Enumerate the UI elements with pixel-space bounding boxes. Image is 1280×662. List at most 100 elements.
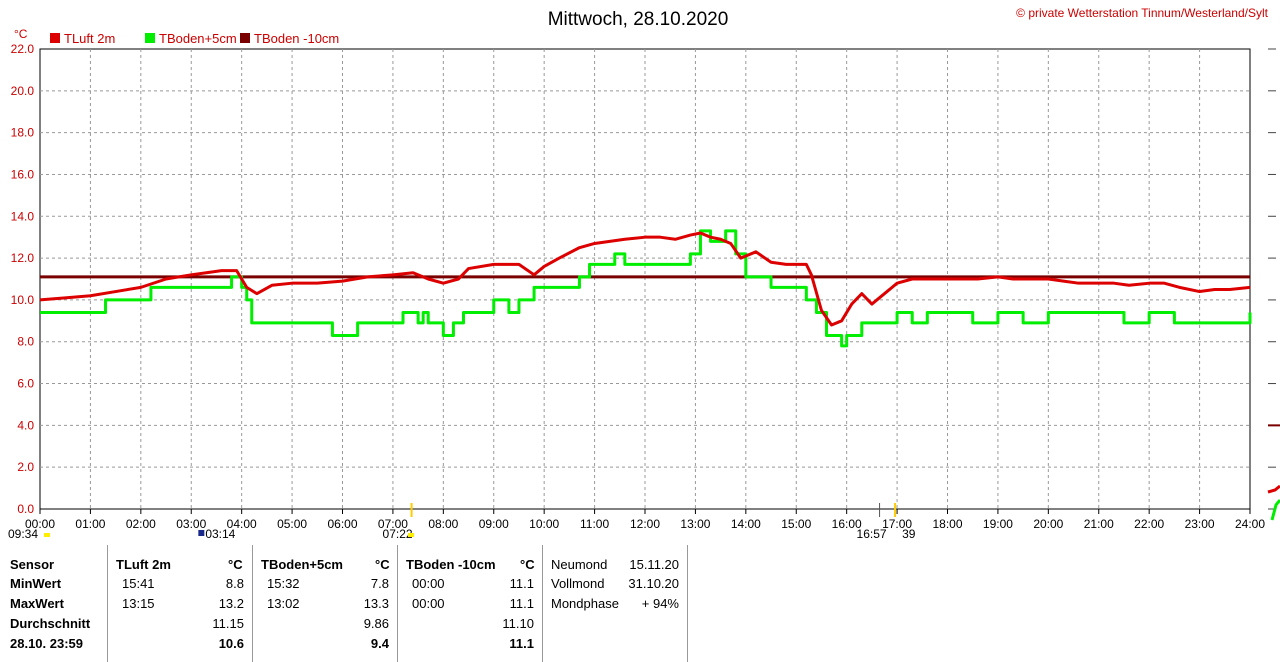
stats-tluft-max-time: 13:15 bbox=[122, 596, 155, 611]
x-tick-label: 13:00 bbox=[680, 517, 710, 531]
chart-title: Mittwoch, 28.10.2020 bbox=[548, 9, 729, 30]
stats-tboden5-min-val: 7.8 bbox=[370, 576, 389, 591]
marker-label: 16:57 bbox=[857, 527, 887, 541]
stats-tboden10-unit: °C bbox=[520, 557, 535, 572]
stats-tluft-min-time: 15:41 bbox=[122, 576, 155, 591]
y-tick-label: 4.0 bbox=[17, 418, 34, 432]
y-tick-label: 8.0 bbox=[17, 335, 34, 349]
legend-swatch-tboden5 bbox=[145, 33, 155, 43]
moon-full-label: Vollmond bbox=[551, 576, 605, 591]
stats-col-sensor: Sensor MinWert MaxWert Durchschnitt 28.1… bbox=[0, 545, 108, 662]
stats-tboden10-last: 11.1 bbox=[509, 636, 534, 651]
x-tick-label: 00:00 bbox=[25, 517, 55, 531]
moon-phase-label: Mondphase bbox=[551, 596, 619, 611]
x-tick-label: 04:00 bbox=[227, 517, 257, 531]
legend-swatch-tboden10 bbox=[240, 33, 250, 43]
legend-label-tboden5: TBoden+5cm bbox=[159, 31, 237, 46]
stats-tboden5-last: 9.4 bbox=[370, 636, 389, 651]
stats-tluft-max-val: 13.2 bbox=[218, 596, 244, 611]
legend-label-tboden10: TBoden -10cm bbox=[254, 31, 339, 46]
y-tick-label: 14.0 bbox=[11, 209, 35, 223]
x-tick-label: 09:00 bbox=[479, 517, 509, 531]
x-tick-label: 23:00 bbox=[1185, 517, 1215, 531]
x-tick-label: 21:00 bbox=[1084, 517, 1114, 531]
x-tick-label: 14:00 bbox=[731, 517, 761, 531]
stats-row-last: 28.10. 23:59 bbox=[10, 636, 84, 651]
y-tick-label: 22.0 bbox=[11, 42, 35, 56]
marker-dot-min bbox=[198, 530, 205, 536]
series-tboden5-line bbox=[40, 229, 1252, 348]
plot-grid bbox=[40, 49, 1250, 509]
x-tick-label: 11:00 bbox=[580, 517, 609, 531]
stats-tluft-avg: 11.15 bbox=[212, 616, 244, 631]
legend-label-tluft: TLuft 2m bbox=[64, 31, 115, 46]
stats-tboden5-min-time: 15:32 bbox=[267, 576, 300, 591]
x-tick-label: 12:00 bbox=[630, 517, 660, 531]
y-tick-label: 2.0 bbox=[17, 460, 34, 474]
y-tick-label: 12.0 bbox=[11, 251, 35, 265]
right-indicator-tboden5 bbox=[1270, 499, 1280, 521]
stats-col-tboden5: TBoden+5cm °C 15:32 7.8 13:02 13.3 9.86 … bbox=[253, 545, 398, 662]
stats-tboden5-max-time: 13:02 bbox=[267, 596, 300, 611]
x-tick-label: 15:00 bbox=[781, 517, 811, 531]
right-edge-indicators bbox=[1267, 48, 1280, 521]
stats-tboden5-header: TBoden+5cm bbox=[261, 557, 343, 572]
stats-tboden10-max-time: 00:00 bbox=[412, 596, 445, 611]
y-tick-label: 20.0 bbox=[11, 84, 35, 98]
stats-tboden5-avg: 9.86 bbox=[363, 616, 389, 631]
stats-row-avg: Durchschnitt bbox=[10, 616, 91, 631]
y-tick-label: 18.0 bbox=[11, 126, 35, 140]
stats-tboden10-avg: 11.10 bbox=[502, 616, 534, 631]
moon-full-value: 31.10.20 bbox=[628, 576, 679, 591]
marker-label: 07:22 bbox=[383, 527, 413, 541]
marker-dot-yellow bbox=[408, 533, 414, 537]
stats-col-tboden10: TBoden -10cm °C 00:00 11.1 00:00 11.1 11… bbox=[398, 545, 543, 662]
x-tick-label: 17:00 bbox=[882, 517, 912, 531]
stats-tluft-last: 10.6 bbox=[218, 636, 244, 651]
y-tick-label: 10.0 bbox=[11, 293, 35, 307]
x-tick-label: 02:00 bbox=[126, 517, 156, 531]
x-tick-label: 01:00 bbox=[75, 517, 105, 531]
series-tluft-line bbox=[39, 231, 1251, 327]
copyright-text: © private Wetterstation Tinnum/Westerlan… bbox=[1016, 6, 1269, 20]
stats-col-moon: Neumond 15.11.20 Vollmond 31.10.20 Mondp… bbox=[543, 545, 688, 662]
x-tick-label: 19:00 bbox=[983, 517, 1013, 531]
stats-tboden5-unit: °C bbox=[375, 557, 390, 572]
marker-label: 03:14 bbox=[205, 527, 235, 541]
x-tick-label: 07:00 bbox=[378, 517, 408, 531]
marker-label: 09:34 bbox=[8, 527, 38, 541]
right-indicator-tluft bbox=[1267, 484, 1280, 494]
x-tick-label: 06:00 bbox=[327, 517, 357, 531]
x-tick-label: 05:00 bbox=[277, 517, 307, 531]
legend-swatch-tluft bbox=[50, 33, 60, 43]
y-axis: 0.0 2.0 4.0 6.0 8.0 10.0 12.0 14.0 16.0 18.0 20.0 2… bbox=[11, 42, 35, 516]
y-tick-label: 6.0 bbox=[17, 377, 34, 391]
stats-tluft-header: TLuft 2m bbox=[116, 557, 171, 572]
y-tick-label: 0.0 bbox=[17, 502, 34, 516]
y-tick-label: 16.0 bbox=[11, 167, 35, 181]
x-tick-label: 18:00 bbox=[932, 517, 962, 531]
stats-row-min: MinWert bbox=[10, 576, 62, 591]
moon-new-value: 15.11.20 bbox=[629, 557, 679, 572]
x-tick-label: 03:00 bbox=[176, 517, 206, 531]
stats-sensor-header: Sensor bbox=[10, 557, 55, 572]
stats-row-max: MaxWert bbox=[10, 596, 64, 611]
plot-series bbox=[39, 229, 1252, 348]
stats-tluft-unit: °C bbox=[228, 557, 243, 572]
x-tick-label: 20:00 bbox=[1033, 517, 1063, 531]
x-tick-label: 10:00 bbox=[529, 517, 559, 531]
stats-col-tluft: TLuft 2m °C 15:41 8.8 13:15 13.2 11.15 1… bbox=[108, 545, 253, 662]
x-axis: 00:00 01:00 02:00 03:00 04:00 05:00 06:00 07:00… bbox=[25, 509, 1265, 531]
moon-new-label: Neumond bbox=[551, 557, 608, 572]
stats-tboden5-max-val: 13.3 bbox=[363, 596, 389, 611]
time-markers: 09:34 03:14 07:22 16:57 39 bbox=[8, 503, 916, 541]
stats-tluft-min-val: 8.8 bbox=[225, 576, 244, 591]
marker-label: 39 bbox=[902, 527, 916, 541]
chart-legend: TLuft 2m TBoden+5cm TBoden -10cm bbox=[50, 31, 339, 46]
stats-tboden10-min-time: 00:00 bbox=[412, 576, 445, 591]
unit-label: °C bbox=[14, 27, 28, 41]
x-tick-label: 24:00 bbox=[1235, 517, 1265, 531]
x-tick-label: 16:00 bbox=[832, 517, 862, 531]
stats-table: Sensor MinWert MaxWert Durchschnitt 28.1… bbox=[0, 545, 1280, 662]
x-tick-label: 08:00 bbox=[428, 517, 458, 531]
